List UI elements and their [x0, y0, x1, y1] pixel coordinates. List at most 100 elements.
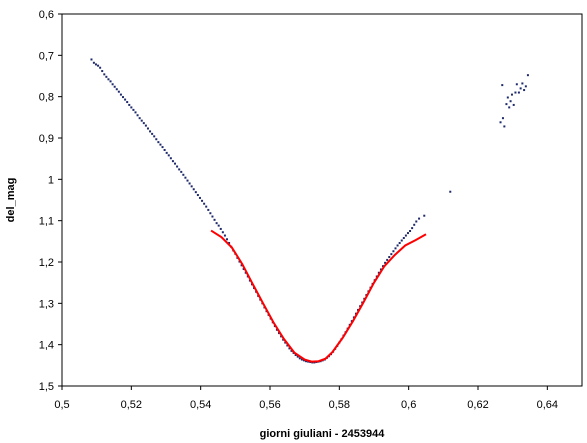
data-point [413, 223, 416, 226]
data-point [140, 119, 143, 122]
data-point [415, 220, 418, 223]
data-point [217, 224, 220, 227]
data-point [390, 253, 393, 256]
data-point [99, 66, 102, 69]
data-point [394, 247, 397, 250]
y-tick-label: 1,5 [39, 381, 54, 393]
data-point [361, 301, 364, 304]
data-point [392, 250, 395, 253]
data-point [352, 316, 355, 319]
data-point [357, 308, 360, 311]
data-point [354, 312, 357, 315]
x-axis-title: giorni giuliani - 2453944 [260, 428, 386, 440]
x-axis-ticks: 0,5 0,52 0,54 0,56 0,58 0,6 0,62 0,64 [54, 386, 558, 411]
data-point [226, 238, 229, 241]
data-point [282, 338, 285, 341]
y-tick-label: 0,8 [39, 92, 54, 104]
data-point [221, 231, 224, 234]
data-point [238, 260, 241, 263]
x-tick-label: 0,56 [259, 399, 280, 411]
data-point [128, 103, 131, 106]
data-point [402, 237, 405, 240]
data-point [275, 328, 278, 331]
x-tick-label: 0,58 [329, 399, 350, 411]
data-point [163, 148, 166, 151]
data-point [242, 268, 245, 271]
data-point [506, 96, 509, 99]
data-point [196, 194, 199, 197]
data-point [240, 264, 243, 267]
data-point [186, 179, 189, 182]
data-point [124, 98, 127, 101]
x-tick-label: 0,5 [54, 399, 69, 411]
data-point [400, 239, 403, 242]
data-point [211, 215, 214, 218]
data-point [171, 160, 174, 163]
data-point [101, 70, 104, 73]
data-point [305, 360, 308, 363]
data-point [117, 90, 120, 93]
data-point [526, 74, 529, 77]
data-point [359, 305, 362, 308]
data-point [519, 87, 522, 90]
data-point [278, 332, 281, 335]
data-point [514, 91, 517, 94]
data-point [298, 357, 301, 360]
data-point [396, 244, 399, 247]
data-point [524, 85, 527, 88]
data-point [134, 111, 137, 114]
data-point [115, 88, 118, 91]
data-point [404, 234, 407, 237]
data-point [188, 182, 191, 185]
data-point [379, 268, 382, 271]
data-point [205, 205, 208, 208]
data-point [157, 141, 160, 144]
data-point [290, 349, 293, 352]
data-point [194, 191, 197, 194]
data-point [126, 101, 129, 104]
series-layer [90, 58, 529, 364]
data-point [94, 63, 97, 66]
data-point [388, 256, 391, 259]
data-point [288, 347, 291, 350]
data-point [138, 117, 141, 120]
data-point [382, 265, 385, 268]
data-point [406, 232, 409, 235]
data-point [209, 212, 212, 215]
y-tick-label: 0,7 [39, 50, 54, 62]
data-point [182, 173, 185, 176]
x-tick-label: 0,6 [401, 399, 416, 411]
data-point [159, 143, 162, 146]
data-point [409, 230, 412, 232]
data-point [109, 80, 112, 83]
data-point [151, 132, 154, 135]
data-point [122, 96, 125, 99]
data-point [418, 217, 421, 220]
data-point [165, 151, 168, 154]
data-point [510, 93, 513, 96]
data-point [398, 241, 401, 244]
data-point [296, 355, 299, 358]
data-point [499, 121, 502, 124]
data-point [223, 234, 226, 237]
data-point [132, 108, 135, 111]
data-point [149, 130, 152, 133]
data-point [423, 214, 426, 217]
data-point [508, 106, 511, 109]
data-point [180, 170, 183, 173]
x-tick-label: 0,52 [121, 399, 142, 411]
data-point [97, 64, 100, 67]
data-point [213, 218, 216, 221]
data-point [113, 85, 116, 88]
data-point [174, 162, 177, 165]
data-point [192, 188, 195, 191]
plot-area [61, 13, 583, 387]
data-point [169, 157, 172, 160]
data-point [280, 335, 283, 338]
data-point [517, 91, 520, 94]
data-point [184, 176, 187, 179]
data-point [523, 89, 526, 92]
data-point [142, 122, 145, 125]
y-tick-label: 1,4 [39, 340, 54, 352]
data-point [144, 124, 147, 127]
